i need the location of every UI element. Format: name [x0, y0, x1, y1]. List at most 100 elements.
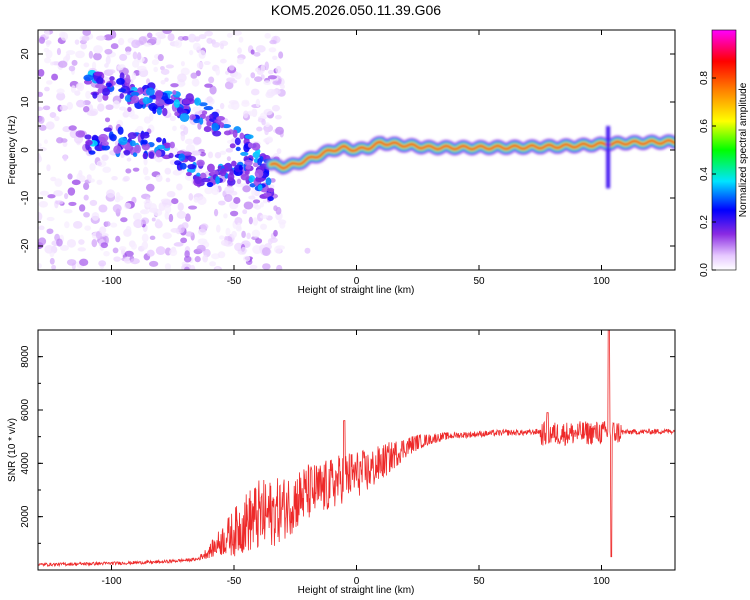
spectrogram-speckle — [173, 242, 184, 247]
spectrogram-branch-blob — [172, 90, 177, 95]
spectrogram-speckle — [148, 260, 159, 267]
spectrogram-speckle — [46, 228, 54, 235]
spectrogram-speckle — [120, 217, 128, 223]
spectrogram-speckle — [172, 125, 177, 132]
spectrogram-branch-blob — [161, 92, 168, 102]
spectrogram-speckle — [209, 85, 217, 95]
spectrogram-speckle — [256, 126, 263, 132]
spectrogram-speckle — [38, 91, 44, 98]
spectrogram-branch-blob — [251, 142, 261, 151]
spectrogram-speckle — [100, 242, 109, 249]
spectrogram-x-axis: -100 -50 0 50 100 — [101, 30, 610, 287]
spectrogram-speckle — [218, 200, 226, 206]
spectrogram-speckle — [183, 255, 192, 263]
spectrogram-speckle — [38, 106, 44, 111]
spectrogram-speckle — [270, 89, 281, 95]
spectrogram-branch-blob — [92, 92, 98, 99]
spectrogram-branch-blob — [88, 150, 96, 155]
spectrogram-speckle — [155, 246, 166, 256]
spectrogram-speckle — [132, 212, 142, 221]
colorbar-tick-label: 0.4 — [699, 167, 710, 181]
spectrogram-speckle — [141, 241, 149, 250]
spectrogram-speckle — [261, 247, 271, 257]
spectrogram-speckle — [272, 55, 278, 61]
spectrogram-branch-blob — [194, 97, 202, 106]
spectrogram-speckle — [86, 110, 97, 117]
spectrogram-speckle — [246, 232, 251, 240]
spectrogram-speckle — [46, 164, 51, 172]
spectrogram-speckle — [243, 110, 249, 119]
spectrogram-speckle — [92, 52, 102, 61]
spectrogram-speckle — [124, 202, 132, 209]
spectrogram-speckle — [219, 43, 225, 50]
spectrogram-speckle — [101, 154, 109, 161]
spectrogram-speckle — [229, 64, 235, 71]
spectrogram-speckle — [144, 175, 151, 181]
spectrogram-speckle — [229, 210, 239, 217]
spectrogram-speckle — [264, 32, 271, 39]
spectrogram-speckle — [145, 202, 153, 208]
spectrogram-speckle — [75, 50, 85, 59]
spectrogram-speckle — [165, 64, 174, 69]
spectrogram-speckle — [184, 266, 190, 270]
spectrogram-speckle — [242, 209, 248, 215]
spectrogram-speckle — [157, 54, 164, 62]
spectrogram-speckle — [215, 224, 221, 233]
spectrogram-speckle — [190, 72, 198, 79]
spectrogram-branch-blob — [240, 174, 250, 181]
spectrogram-speckle — [138, 36, 148, 45]
spectrogram-branch-blob — [235, 146, 241, 152]
spectrogram-speckle — [114, 197, 121, 203]
spectrogram-branch-blob — [155, 98, 165, 107]
spectrogram-speckle — [130, 258, 140, 265]
spectrogram-speckle — [260, 64, 266, 74]
snr-y-tick-label: 4000 — [20, 452, 31, 475]
spectrogram-speckle — [218, 235, 225, 240]
spectrogram-speckle — [38, 200, 49, 208]
spectrogram-speckle — [83, 182, 90, 190]
spectrogram-speckle — [279, 221, 286, 229]
spectrogram-speckle — [68, 125, 77, 131]
spectrogram-speckle — [271, 104, 281, 112]
spectrogram-speckle — [118, 106, 127, 111]
spectrogram-branch-blob — [155, 150, 162, 158]
colorbar-gradient — [712, 30, 736, 270]
spectrogram-speckle — [204, 187, 213, 195]
spectrogram-speckle — [68, 65, 76, 72]
spectrogram-branch-blob — [113, 145, 122, 154]
snr-panel: -100 -50 0 50 100 2000 4000 6000 8000 Height of… — [7, 329, 676, 596]
spectrogram-speckle — [55, 200, 64, 205]
spectrogram-speckle — [220, 239, 229, 246]
spectrogram-speckle — [215, 67, 221, 76]
spectrogram-speckle — [130, 242, 138, 250]
spectrogram-speckle — [204, 30, 213, 37]
spectrogram-speckle — [140, 217, 150, 225]
spectrogram-speckle — [65, 50, 76, 56]
spectrogram-branch-blob — [227, 172, 235, 182]
spectrogram-speckle — [91, 239, 98, 248]
spectrogram-speckle — [167, 33, 175, 42]
spectrogram-speckle — [262, 263, 271, 270]
spectrogram-speckle — [38, 68, 45, 77]
spectrogram-speckle — [187, 33, 197, 43]
spectrogram-speckle — [206, 37, 213, 44]
spectrogram-speckle — [38, 154, 42, 163]
spectrogram-branch-blob — [189, 114, 196, 121]
spectrogram-speckle — [56, 47, 62, 56]
spectrogram-speckle — [255, 238, 263, 244]
spectrogram-speckle — [249, 264, 258, 270]
spectrogram-speckle — [85, 90, 91, 100]
spectrogram-speckle — [162, 30, 172, 35]
spectrogram-speckle — [182, 35, 190, 41]
spectrogram-speckle — [64, 221, 70, 229]
spectrogram-speckle — [255, 98, 261, 108]
spectrogram-speckle — [259, 214, 269, 219]
spectrogram-branch-blob — [212, 130, 222, 137]
spectrogram-speckle — [149, 36, 157, 43]
spectrogram-branch-blob — [140, 133, 150, 139]
spectrogram-speckle — [105, 221, 111, 227]
spectrogram-speckle — [240, 246, 247, 255]
spectrogram-speckle — [115, 235, 121, 243]
spectrogram-speckle — [77, 247, 87, 252]
spectrogram-speckle — [155, 218, 161, 226]
